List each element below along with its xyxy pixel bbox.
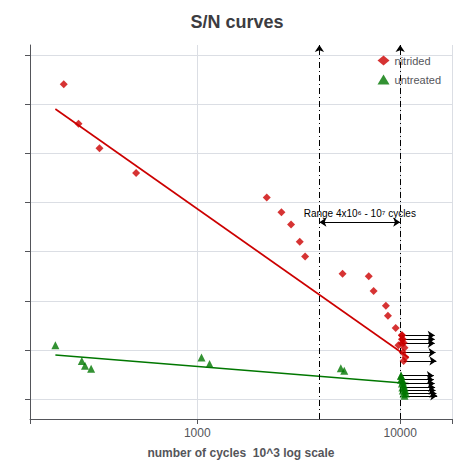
svg-text:S/N curves: S/N curves (190, 12, 283, 32)
svg-text:untreated: untreated (395, 74, 441, 86)
svg-text:10000: 10000 (384, 426, 418, 440)
svg-text:nitrided: nitrided (395, 55, 431, 67)
svg-text:1000: 1000 (184, 426, 211, 440)
svg-text:Range 4x10⁶ - 10⁷ cycles: Range 4x10⁶ - 10⁷ cycles (304, 208, 416, 219)
svg-text:number of cycles 10^3 log sca: number of cycles 10^3 log scale (147, 446, 334, 460)
